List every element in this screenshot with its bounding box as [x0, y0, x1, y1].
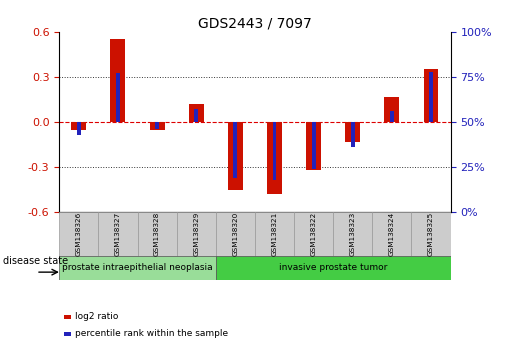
Bar [138, 212, 177, 256]
Bar [216, 256, 451, 280]
Text: GSM138324: GSM138324 [389, 212, 395, 256]
Bar [372, 212, 411, 256]
Bar [177, 212, 216, 256]
Bar [59, 256, 216, 280]
Bar [390, 111, 394, 122]
Bar [429, 72, 433, 122]
Text: prostate intraepithelial neoplasia: prostate intraepithelial neoplasia [62, 263, 213, 272]
Bar [228, 122, 243, 190]
Text: log2 ratio: log2 ratio [75, 312, 118, 321]
Bar [385, 97, 399, 122]
Text: GSM138321: GSM138321 [271, 212, 278, 256]
Text: GSM138328: GSM138328 [154, 212, 160, 256]
Text: GSM138329: GSM138329 [193, 212, 199, 256]
Text: GSM138320: GSM138320 [232, 212, 238, 256]
Bar [346, 122, 360, 142]
Bar [72, 122, 86, 130]
Text: GSM138322: GSM138322 [311, 212, 317, 256]
Text: GSM138323: GSM138323 [350, 212, 356, 256]
Text: GSM138326: GSM138326 [76, 212, 82, 256]
Text: GSM138325: GSM138325 [428, 212, 434, 256]
Text: invasive prostate tumor: invasive prostate tumor [279, 263, 387, 272]
Bar [424, 69, 438, 122]
Text: percentile rank within the sample: percentile rank within the sample [75, 329, 228, 338]
Bar [306, 122, 321, 170]
Bar [111, 39, 125, 122]
Bar [59, 212, 98, 256]
Bar [216, 212, 255, 256]
Bar [294, 212, 333, 256]
Bar [312, 122, 316, 169]
Text: GSM138327: GSM138327 [115, 212, 121, 256]
Text: disease state: disease state [3, 256, 67, 266]
Bar [233, 122, 237, 178]
Bar [189, 104, 203, 122]
Bar [150, 122, 164, 130]
Bar [116, 73, 120, 122]
Bar [411, 212, 451, 256]
Title: GDS2443 / 7097: GDS2443 / 7097 [198, 17, 312, 31]
Bar [267, 122, 282, 194]
Bar [194, 109, 198, 122]
Bar [77, 122, 81, 135]
Bar [98, 212, 138, 256]
Bar [272, 122, 277, 180]
Bar [155, 122, 159, 129]
Bar [351, 122, 355, 147]
Bar [255, 212, 294, 256]
Bar [333, 212, 372, 256]
